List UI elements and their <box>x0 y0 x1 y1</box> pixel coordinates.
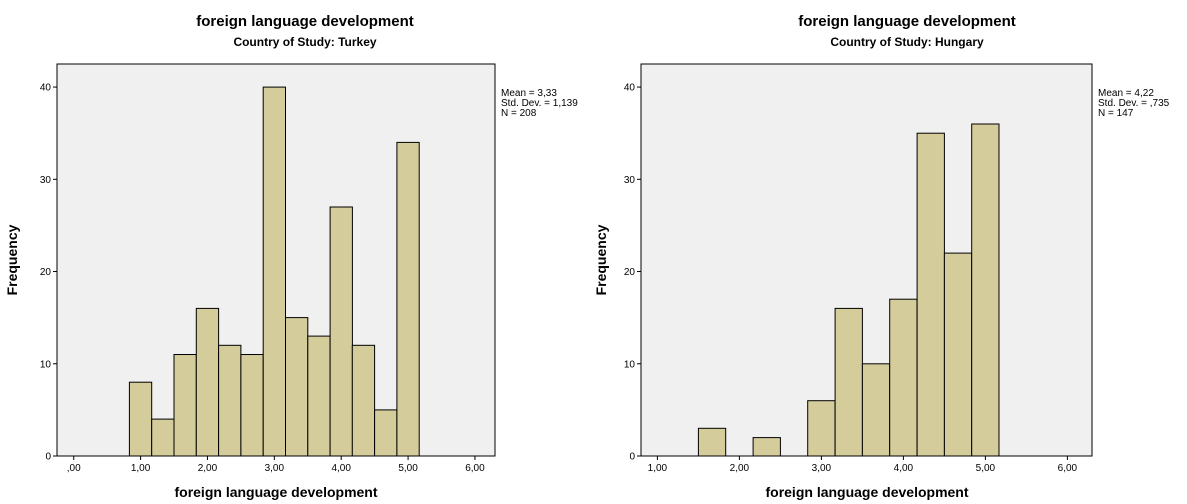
y-axis-label: Frequency <box>594 224 609 295</box>
histogram-hungary: foreign language development Country of … <box>594 13 1170 500</box>
histogram-bar <box>834 307 863 457</box>
histogram-bar <box>195 307 220 457</box>
histogram-panel-hungary: foreign language development Country of … <box>594 0 1187 504</box>
histogram-turkey: foreign language development Country of … <box>4 13 578 500</box>
histogram-bar <box>351 344 376 457</box>
y-tick-label: 10 <box>40 359 52 370</box>
x-axis-label: foreign language development <box>174 484 377 500</box>
y-tick-label: 20 <box>40 267 52 278</box>
chart-title: foreign language development <box>798 13 1016 30</box>
histogram-bar <box>697 427 727 457</box>
histogram-bar <box>262 86 287 457</box>
x-tick-label: 2,00 <box>198 463 218 474</box>
stat-std-dev: Std. Dev. = 1,139 <box>501 98 578 109</box>
x-tick-label: ,00 <box>67 463 81 474</box>
histogram-bar <box>916 132 945 457</box>
histogram-bar <box>807 400 836 457</box>
x-tick-label: 4,00 <box>331 463 351 474</box>
stat-n: N = 147 <box>1098 108 1134 119</box>
chart-subtitle: Country of Study: Hungary <box>830 35 984 49</box>
histogram-bar <box>889 298 918 457</box>
stats-box: Mean = 3,33 Std. Dev. = 1,139 N = 208 <box>501 88 578 119</box>
histogram-bar <box>218 344 242 457</box>
histogram-bar <box>396 141 420 457</box>
x-tick-label: 3,00 <box>265 463 285 474</box>
y-tick-label: 0 <box>629 452 635 463</box>
stat-n: N = 208 <box>501 108 537 119</box>
y-tick-label: 30 <box>40 175 52 186</box>
histogram-bar <box>173 354 197 457</box>
histogram-bar <box>752 437 781 457</box>
x-tick-label: 1,00 <box>648 463 668 474</box>
x-tick-label: 6,00 <box>465 463 485 474</box>
x-tick-label: 4,00 <box>894 463 914 474</box>
y-tick-label: 10 <box>624 359 636 370</box>
x-tick-label: 2,00 <box>730 463 750 474</box>
bars-group <box>128 86 420 457</box>
stat-mean: Mean = 3,33 <box>501 88 557 99</box>
y-tick-label: 40 <box>40 83 52 94</box>
y-axis: 0 10 20 30 40 <box>40 83 57 463</box>
chart-title: foreign language development <box>196 13 414 30</box>
histogram-bar <box>971 123 1000 457</box>
chart-subtitle: Country of Study: Turkey <box>233 35 376 49</box>
histogram-bar <box>307 335 331 457</box>
histogram-bar <box>240 354 264 457</box>
x-tick-label: 3,00 <box>812 463 832 474</box>
histogram-bar <box>128 381 153 457</box>
x-axis: 1,00 2,00 3,00 4,00 5,00 6,00 <box>648 456 1078 474</box>
y-tick-label: 0 <box>45 452 51 463</box>
y-axis-label: Frequency <box>4 224 20 295</box>
x-tick-label: 1,00 <box>131 463 151 474</box>
y-tick-label: 40 <box>624 83 636 94</box>
y-axis: 0 10 20 30 40 <box>624 83 641 463</box>
histogram-panel-turkey: foreign language development Country of … <box>4 13 578 500</box>
x-axis-label: foreign language development <box>765 484 968 500</box>
x-tick-label: 5,00 <box>398 463 418 474</box>
histogram-bar <box>374 409 398 457</box>
bars-group <box>697 123 1000 457</box>
histogram-bar <box>861 363 891 457</box>
x-axis: ,00 1,00 2,00 3,00 4,00 5,00 6,00 <box>67 456 485 474</box>
histogram-bar <box>943 252 973 457</box>
stat-std-dev: Std. Dev. = ,735 <box>1098 98 1170 109</box>
y-tick-label: 30 <box>624 175 636 186</box>
histogram-bar <box>329 206 353 457</box>
histogram-bar <box>285 317 309 457</box>
x-tick-label: 6,00 <box>1058 463 1078 474</box>
stat-mean: Mean = 4,22 <box>1098 88 1154 99</box>
y-tick-label: 20 <box>624 267 636 278</box>
stats-box: Mean = 4,22 Std. Dev. = ,735 N = 147 <box>1098 88 1170 119</box>
x-tick-label: 5,00 <box>976 463 996 474</box>
histogram-bar <box>151 418 175 457</box>
